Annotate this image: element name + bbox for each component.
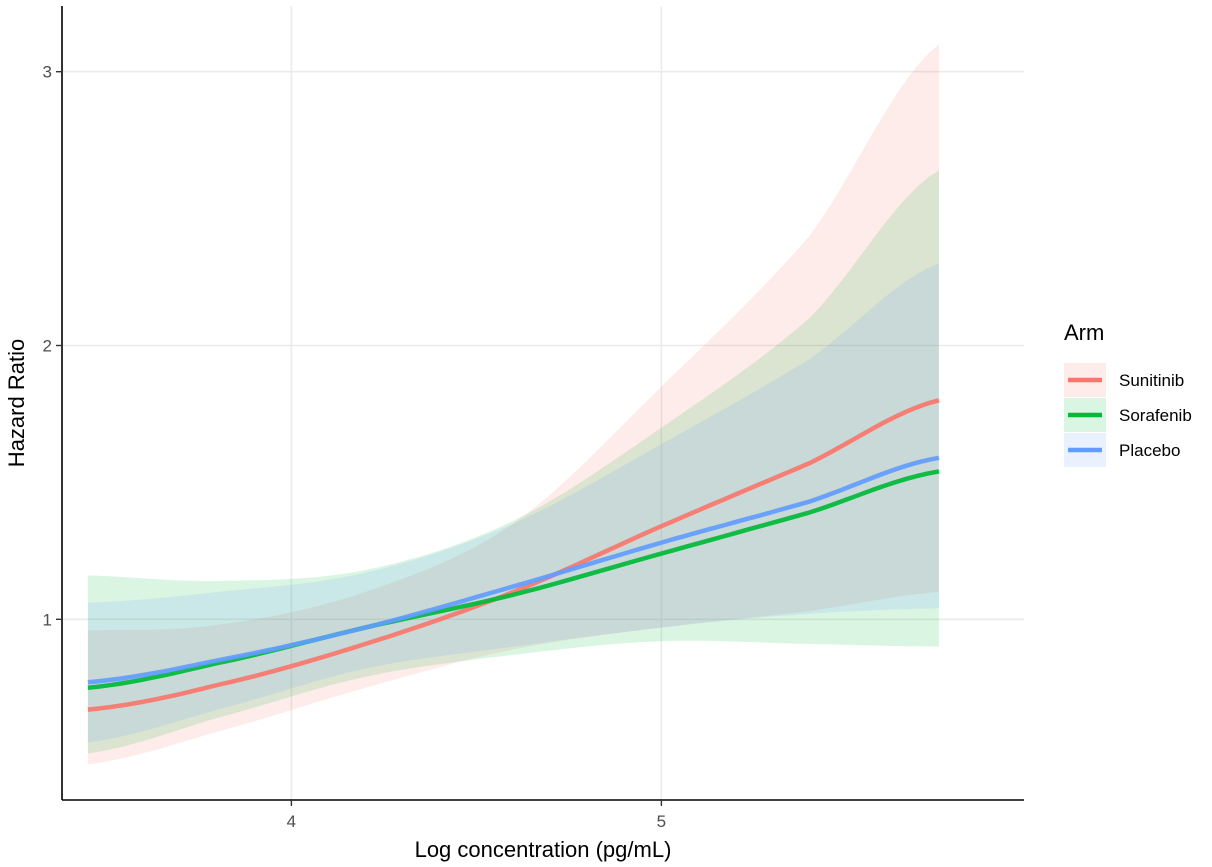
legend-label-placebo: Placebo: [1119, 441, 1180, 460]
x-axis-title: Log concentration (pg/mL): [415, 837, 672, 862]
legend-title: Arm: [1064, 320, 1104, 345]
y-axis-title: Hazard Ratio: [4, 339, 29, 467]
y-tick-label: 2: [43, 337, 52, 356]
legend-label-sunitinib: Sunitinib: [1119, 371, 1184, 390]
confidence-bands: [88, 44, 939, 764]
legend-label-sorafenib: Sorafenib: [1119, 406, 1192, 425]
y-tick-label: 3: [43, 63, 52, 82]
y-tick-label: 1: [43, 610, 52, 629]
x-tick-label: 4: [287, 812, 296, 831]
x-tick-label: 5: [657, 812, 666, 831]
legend: Arm Sunitinib Sorafenib Placebo: [1064, 320, 1192, 467]
